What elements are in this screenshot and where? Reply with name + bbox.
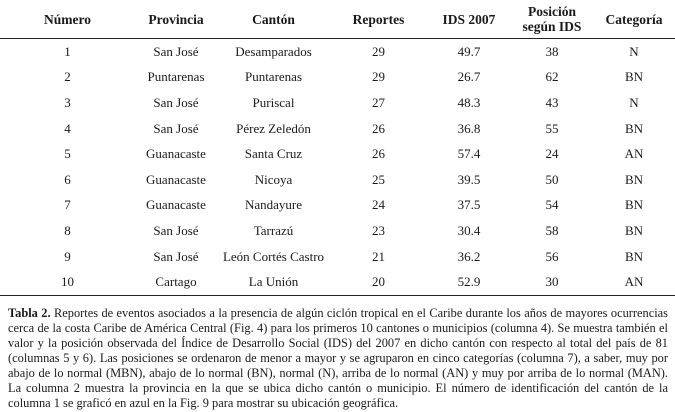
- cell-provincia: San José: [153, 222, 199, 238]
- cell-posicion-ids: 50: [545, 171, 559, 187]
- column-header-provincia: Provincia: [135, 0, 217, 39]
- cell-canton: Nandayure: [244, 197, 303, 213]
- table-row: 5 Guanacaste Santa Cruz 26 57.4 24 AN: [0, 141, 675, 167]
- cell-canton: La Unión: [217, 269, 330, 296]
- cell-reportes: 20: [330, 269, 427, 296]
- cell-reportes: 26: [372, 146, 385, 162]
- column-header-categoria: Categoría: [593, 0, 675, 39]
- cell-canton: Santa Cruz: [244, 146, 303, 162]
- cell-numero: 1: [64, 43, 71, 59]
- cell-reportes: 25: [372, 171, 385, 187]
- table-row: 3 San José Puriscal 27 48.3 43 N: [0, 90, 675, 116]
- cell-posicion-ids: 55: [545, 120, 559, 136]
- cell-ids-2007: 36.8: [457, 120, 481, 136]
- cell-ids-2007: 52.9: [427, 269, 511, 296]
- column-header-posicion-ids: Posición según IDS: [511, 0, 593, 39]
- cell-numero: 9: [64, 248, 71, 264]
- table-row: 8 San José Tarrazú 23 30.4 58 BN: [0, 218, 675, 244]
- cell-ids-2007: 30.4: [457, 222, 481, 238]
- cell-canton: León Cortés Castro: [222, 248, 325, 264]
- cell-canton: Tarrazú: [253, 222, 294, 238]
- cell-posicion-ids: 24: [545, 146, 559, 162]
- cell-provincia: San José: [153, 120, 199, 136]
- caption-label: Tabla 2.: [8, 306, 51, 321]
- cell-reportes: 29: [372, 43, 385, 59]
- cell-numero: 8: [64, 222, 71, 238]
- cell-posicion-ids: 43: [545, 94, 559, 110]
- cell-reportes: 24: [372, 197, 385, 213]
- cell-ids-2007: 57.4: [457, 146, 481, 162]
- cell-canton: Puntarenas: [244, 69, 303, 85]
- cell-categoria: AN: [593, 269, 675, 296]
- cell-ids-2007: 48.3: [457, 94, 481, 110]
- cell-reportes: 29: [372, 69, 385, 85]
- cell-posicion-ids: 58: [545, 222, 559, 238]
- column-header-numero: Número: [0, 0, 135, 39]
- cell-posicion-ids: 54: [545, 197, 559, 213]
- cell-categoria: BN: [624, 171, 644, 187]
- cell-numero: 3: [64, 94, 71, 110]
- table-row: 1 San José Desamparados 29 49.7 38 N: [0, 39, 675, 65]
- table-row: 7 Guanacaste Nandayure 24 37.5 54 BN: [0, 193, 675, 219]
- table-row: 10 Cartago La Unión 20 52.9 30 AN: [0, 269, 675, 296]
- cell-ids-2007: 39.5: [457, 171, 481, 187]
- cell-categoria: BN: [624, 69, 644, 85]
- data-table: Número Provincia Cantón Reportes IDS 2007 Pos…: [0, 0, 675, 296]
- cell-categoria: AN: [624, 146, 644, 162]
- cell-reportes: 26: [372, 120, 385, 136]
- cell-numero: 5: [64, 146, 71, 162]
- cell-ids-2007: 37.5: [457, 197, 481, 213]
- table-body: 1 San José Desamparados 29 49.7 38 N 2 Puntarena…: [0, 39, 675, 296]
- cell-categoria: BN: [624, 222, 644, 238]
- cell-numero: 6: [64, 171, 71, 187]
- cell-provincia: San José: [153, 43, 199, 59]
- cell-canton: Pérez Zeledón: [236, 120, 311, 136]
- cell-reportes: 21: [372, 248, 385, 264]
- cell-numero: 2: [64, 69, 71, 85]
- cell-provincia: Puntarenas: [147, 69, 205, 85]
- cell-provincia: Guanacaste: [146, 197, 206, 213]
- cell-provincia: Guanacaste: [146, 146, 206, 162]
- cell-numero: 7: [64, 197, 71, 213]
- cell-reportes: 27: [372, 94, 385, 110]
- table-header-row: Número Provincia Cantón Reportes IDS 2007 Pos…: [0, 0, 675, 39]
- column-header-reportes: Reportes: [330, 0, 427, 39]
- cell-provincia: Cartago: [135, 269, 217, 296]
- cell-canton: Desamparados: [235, 43, 312, 59]
- cell-canton: Nicoya: [254, 171, 293, 187]
- cell-reportes: 23: [372, 222, 385, 238]
- table-caption: Tabla 2. Reportes de eventos asociados a…: [8, 306, 668, 410]
- cell-posicion-ids: 62: [545, 69, 559, 85]
- table-row: 2 Puntarenas Puntarenas 29 26.7 62 BN: [0, 65, 675, 91]
- cell-posicion-ids: 38: [545, 43, 559, 59]
- cell-posicion-ids: 30: [511, 269, 593, 296]
- cell-numero: 10: [0, 269, 135, 296]
- cell-categoria: N: [629, 43, 639, 59]
- cell-categoria: BN: [624, 197, 644, 213]
- table-row: 4 San José Pérez Zeledón 26 36.8 55 BN: [0, 116, 675, 142]
- cell-numero: 4: [64, 120, 71, 136]
- cell-ids-2007: 26.7: [457, 69, 481, 85]
- table-row: 9 San José León Cortés Castro 21 36.2 56 BN: [0, 244, 675, 270]
- column-header-canton: Cantón: [217, 0, 330, 39]
- cell-categoria: BN: [624, 120, 644, 136]
- cell-ids-2007: 36.2: [457, 248, 481, 264]
- caption-text: Reportes de eventos asociados a la prese…: [8, 306, 668, 410]
- cell-provincia: San José: [153, 248, 199, 264]
- cell-categoria: BN: [624, 248, 644, 264]
- cell-canton: Puriscal: [252, 94, 295, 110]
- table-row: 6 Guanacaste Nicoya 25 39.5 50 BN: [0, 167, 675, 193]
- cell-ids-2007: 49.7: [457, 43, 481, 59]
- cell-provincia: San José: [153, 94, 199, 110]
- cell-posicion-ids: 56: [545, 248, 559, 264]
- column-header-ids-2007: IDS 2007: [427, 0, 511, 39]
- cell-categoria: N: [629, 94, 639, 110]
- cell-provincia: Guanacaste: [146, 171, 206, 187]
